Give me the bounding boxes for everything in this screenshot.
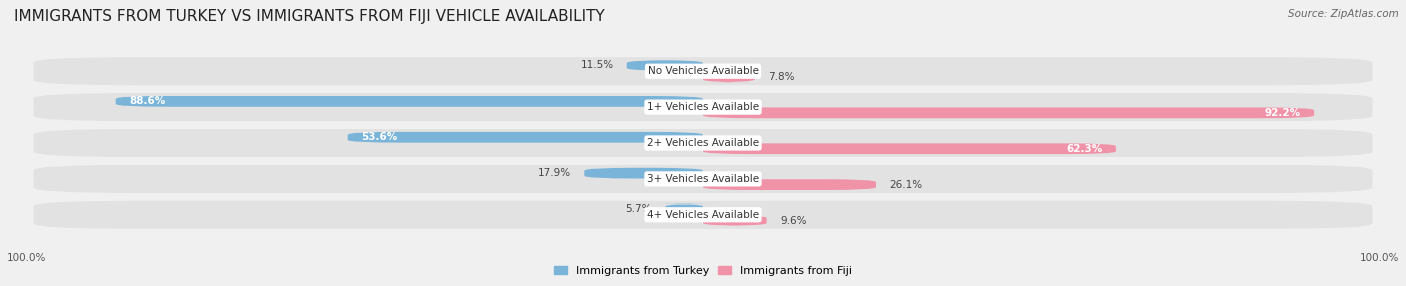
Text: 17.9%: 17.9%	[538, 168, 571, 178]
FancyBboxPatch shape	[585, 168, 703, 178]
FancyBboxPatch shape	[703, 179, 876, 190]
Text: Source: ZipAtlas.com: Source: ZipAtlas.com	[1288, 9, 1399, 19]
FancyBboxPatch shape	[703, 143, 1116, 154]
FancyBboxPatch shape	[703, 215, 766, 226]
Text: 1+ Vehicles Available: 1+ Vehicles Available	[647, 102, 759, 112]
FancyBboxPatch shape	[702, 72, 756, 82]
Text: 3+ Vehicles Available: 3+ Vehicles Available	[647, 174, 759, 184]
FancyBboxPatch shape	[34, 129, 1372, 157]
Text: 11.5%: 11.5%	[581, 60, 613, 70]
Legend: Immigrants from Turkey, Immigrants from Fiji: Immigrants from Turkey, Immigrants from …	[550, 262, 856, 281]
FancyBboxPatch shape	[650, 204, 718, 214]
FancyBboxPatch shape	[627, 60, 703, 71]
FancyBboxPatch shape	[34, 201, 1372, 229]
FancyBboxPatch shape	[34, 165, 1372, 193]
FancyBboxPatch shape	[347, 132, 703, 143]
FancyBboxPatch shape	[34, 57, 1372, 85]
Text: 100.0%: 100.0%	[1360, 253, 1399, 263]
Text: 2+ Vehicles Available: 2+ Vehicles Available	[647, 138, 759, 148]
FancyBboxPatch shape	[34, 93, 1372, 121]
Text: 5.7%: 5.7%	[626, 204, 652, 214]
Text: 62.3%: 62.3%	[1066, 144, 1102, 154]
Text: 26.1%: 26.1%	[889, 180, 922, 190]
Text: IMMIGRANTS FROM TURKEY VS IMMIGRANTS FROM FIJI VEHICLE AVAILABILITY: IMMIGRANTS FROM TURKEY VS IMMIGRANTS FRO…	[14, 9, 605, 23]
Text: 4+ Vehicles Available: 4+ Vehicles Available	[647, 210, 759, 220]
Text: 53.6%: 53.6%	[361, 132, 398, 142]
Text: 100.0%: 100.0%	[7, 253, 46, 263]
Text: 9.6%: 9.6%	[780, 216, 807, 226]
Text: No Vehicles Available: No Vehicles Available	[648, 66, 758, 76]
Text: 92.2%: 92.2%	[1265, 108, 1301, 118]
Text: 7.8%: 7.8%	[768, 72, 794, 82]
Text: 88.6%: 88.6%	[129, 96, 166, 106]
FancyBboxPatch shape	[115, 96, 703, 107]
FancyBboxPatch shape	[703, 108, 1315, 118]
